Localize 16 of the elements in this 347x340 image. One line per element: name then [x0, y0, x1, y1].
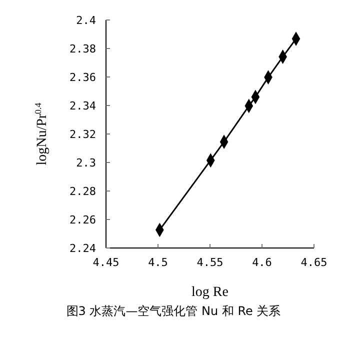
y-tick-label: 2.3: [76, 156, 96, 170]
y-tick-label: 2.38: [70, 42, 96, 56]
x-tick-label: 4.6: [252, 256, 272, 269]
y-tick-label: 2.26: [70, 213, 96, 226]
y-tick-label: 2.34: [70, 99, 96, 112]
x-axis-title: log Re: [192, 285, 228, 300]
caption: 图3 水蒸汽—空气强化管 Nu 和 Re 关系: [65, 303, 282, 320]
y-tick-label: 2.24: [70, 242, 96, 255]
x-tick-label: 4.5: [148, 256, 168, 269]
x-tick-label: 4.65: [300, 256, 328, 269]
y-tick-label: 2.28: [70, 184, 96, 198]
y-tick-label: 2.36: [70, 70, 96, 84]
y-tick-label: 2.32: [70, 128, 96, 141]
x-tick-label: 4.45: [92, 256, 120, 269]
y-tick-label: 2.4: [76, 14, 96, 27]
x-tick-label: 4.55: [196, 256, 224, 269]
